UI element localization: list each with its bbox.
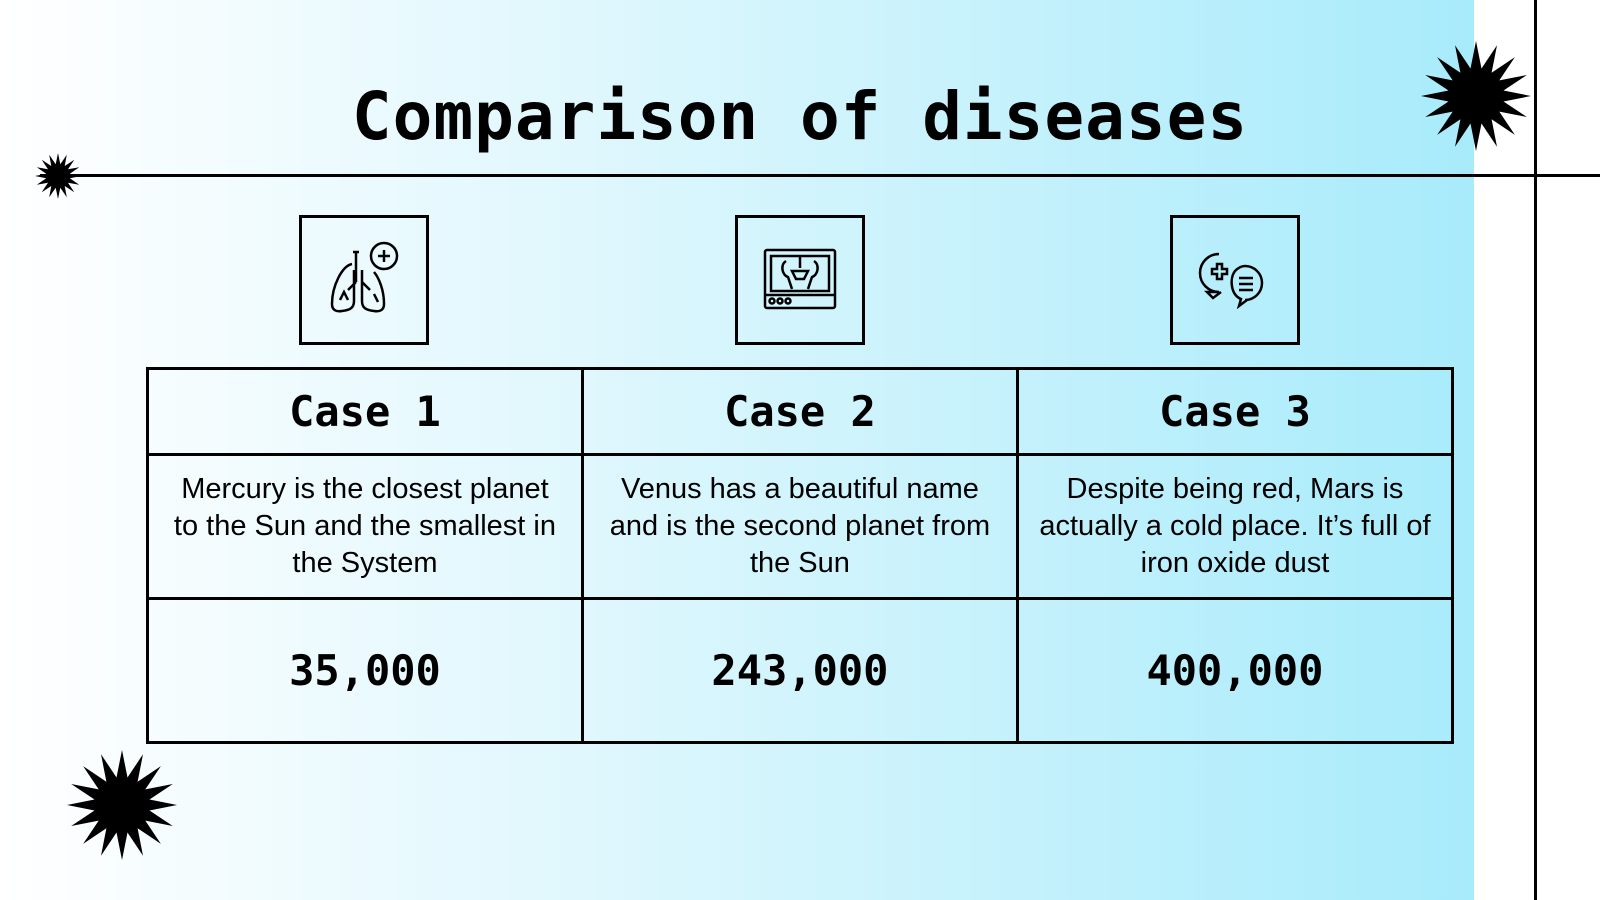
header-case-2: Case 2 [580,367,1019,456]
starburst-icon-bottom-left [67,750,177,860]
header-case-1: Case 1 [146,367,584,456]
value-case-2: 243,000 [580,597,1019,744]
header-case-3: Case 3 [1015,367,1455,456]
xray-pelvis-monitor-icon [763,248,837,310]
value-case-1: 35,000 [146,597,584,744]
description-case-2: Venus has a beautiful name and is the se… [580,453,1019,600]
table-row: 35,000 243,000 400,000 [146,597,1455,744]
icon-box-3 [1170,215,1300,345]
vertical-divider [1534,0,1537,900]
horizontal-divider [40,174,1600,177]
starburst-icon-top-right [1421,41,1531,151]
lungs-medical-icon [330,241,399,313]
description-case-3: Despite being red, Mars is actually a co… [1015,453,1455,600]
comparison-table: Case 1 Case 2 Case 3 Mercury is the clos… [146,367,1455,744]
starburst-icon-small [35,153,81,199]
medical-chat-icon [1198,252,1264,310]
icon-box-1 [299,215,429,345]
page-title: Comparison of diseases [351,78,1249,155]
table-row: Mercury is the closest planet to the Sun… [146,453,1455,600]
icon-box-2 [735,215,865,345]
table-header-row: Case 1 Case 2 Case 3 [146,367,1455,456]
value-case-3: 400,000 [1015,597,1455,744]
description-case-1: Mercury is the closest planet to the Sun… [146,453,584,600]
